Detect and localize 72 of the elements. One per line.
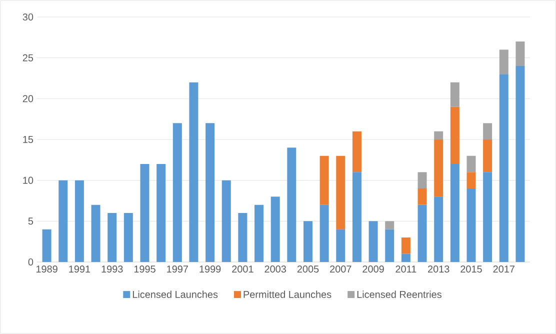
bar: [42, 229, 52, 262]
bar: [483, 140, 492, 172]
bar: [483, 172, 492, 262]
bar: [320, 204, 329, 262]
bar: [450, 164, 460, 262]
x-tick-label: 2007: [330, 266, 352, 273]
y-tick-label: 30: [22, 13, 34, 21]
bar: [450, 106, 460, 164]
bar: [352, 172, 362, 262]
x-tick-label: 2011: [396, 266, 416, 273]
y-tick-label: 5: [28, 218, 34, 225]
y-tick-label: 20: [22, 95, 34, 102]
bar: [516, 42, 525, 66]
bar: [206, 123, 215, 262]
bar: [172, 123, 182, 262]
x-tick-label: 2017: [493, 266, 514, 273]
bar: [254, 204, 264, 262]
y-tick-label: 15: [23, 136, 34, 143]
bar: [303, 221, 312, 262]
legend-label: Licensed Reentries: [357, 290, 442, 298]
y-tick-label: 25: [22, 54, 34, 62]
x-tick-label: 2009: [362, 266, 384, 273]
bar: [336, 229, 346, 262]
bar: [238, 213, 248, 262]
y-tick-label: 10: [23, 176, 34, 184]
bar: [466, 156, 476, 172]
bar: [401, 238, 410, 254]
bar: [140, 164, 150, 262]
bar: [222, 180, 231, 262]
bar: [336, 156, 346, 230]
bar: [499, 50, 508, 74]
x-tick-label: 2005: [297, 266, 319, 273]
y-tick-label: 0: [28, 258, 34, 266]
bar: [352, 131, 362, 172]
x-tick-label: 1995: [134, 266, 156, 273]
x-tick-label: 2003: [264, 266, 286, 273]
x-tick-label: 1993: [102, 266, 123, 273]
bar: [418, 172, 427, 188]
x-tick-label: 1991: [69, 266, 90, 273]
bar: [320, 156, 329, 205]
bar: [466, 172, 476, 188]
legend-label: Permitted Launches: [244, 290, 332, 298]
bar: [434, 131, 444, 140]
bar: [58, 180, 68, 262]
bar: [499, 74, 508, 262]
x-tick-label: 2001: [232, 266, 254, 273]
bar: [434, 196, 444, 262]
x-tick-label: 2015: [460, 266, 482, 273]
bar: [385, 221, 394, 230]
bar: [156, 164, 166, 262]
bar: [450, 82, 460, 107]
bar: [483, 123, 492, 140]
bar: [189, 82, 198, 262]
x-tick-label: 1989: [36, 266, 58, 273]
x-tick-label: 1997: [167, 266, 188, 273]
bar: [124, 213, 133, 262]
bar: [91, 204, 100, 262]
x-tick-label: 1999: [200, 266, 221, 273]
bar: [516, 66, 525, 262]
x-tick-label: 2013: [428, 266, 450, 273]
bar: [385, 229, 394, 262]
bar: [418, 204, 427, 262]
legend-label: Licensed Launches: [132, 290, 218, 298]
bar: [74, 180, 84, 262]
bar: [287, 148, 296, 262]
bar: [108, 213, 117, 262]
bar: [270, 196, 280, 262]
bar: [401, 254, 410, 262]
bar: [466, 188, 476, 262]
bar: [434, 140, 444, 197]
bar: [368, 221, 378, 262]
bar: [418, 188, 427, 205]
